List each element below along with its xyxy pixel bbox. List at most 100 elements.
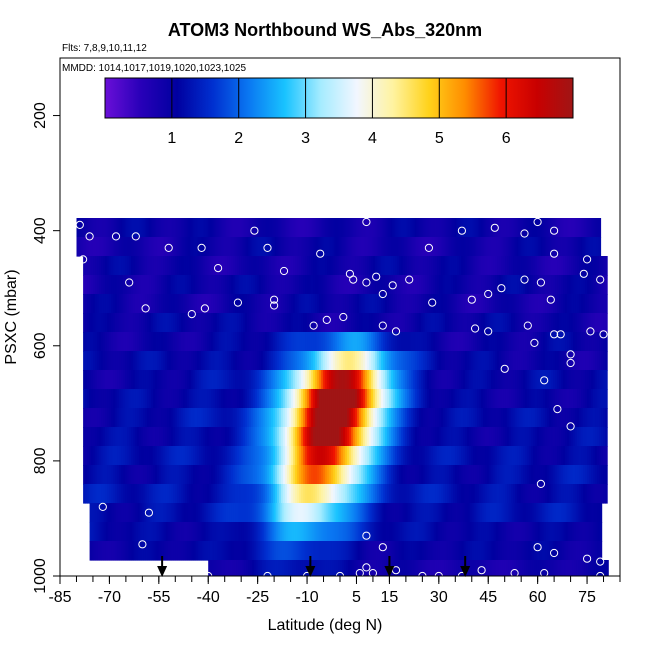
- heatmap-cell: [136, 218, 140, 238]
- heatmap-cell: [82, 237, 86, 257]
- heatmap-cell: [187, 541, 191, 561]
- heatmap-cell: [577, 427, 580, 447]
- heatmap-cell: [329, 541, 333, 561]
- heatmap-cell: [549, 427, 552, 447]
- heatmap-cell: [263, 408, 266, 428]
- heatmap-cell: [258, 237, 262, 257]
- heatmap-cell: [385, 332, 388, 352]
- heatmap-cell: [539, 484, 542, 504]
- heatmap-cell: [83, 294, 86, 314]
- heatmap-cell: [282, 237, 286, 257]
- heatmap-cell: [137, 389, 140, 409]
- heatmap-cell: [283, 541, 287, 561]
- heatmap-cell: [355, 275, 358, 295]
- heatmap-cell: [149, 408, 152, 428]
- heatmap-cell: [457, 408, 460, 428]
- heatmap-cell: [531, 408, 534, 428]
- heatmap-cell: [489, 503, 493, 523]
- heatmap-cell: [239, 408, 242, 428]
- heatmap-cell: [314, 237, 318, 257]
- heatmap-cell: [211, 256, 214, 276]
- heatmap-cell: [571, 427, 574, 447]
- heatmap-cell: [548, 218, 552, 238]
- heatmap-cell: [254, 560, 257, 576]
- heatmap-cell: [462, 237, 466, 257]
- heatmap-cell: [505, 427, 508, 447]
- heatmap-cell: [231, 389, 234, 409]
- heatmap-cell: [405, 256, 408, 276]
- heatmap-cell: [115, 313, 118, 333]
- heatmap-cell: [307, 408, 310, 428]
- heatmap-cell: [304, 237, 308, 257]
- heatmap-cell: [455, 541, 459, 561]
- heatmap-cell: [527, 313, 530, 333]
- heatmap-cell: [169, 427, 172, 447]
- heatmap-cell: [209, 522, 213, 542]
- heatmap-cell: [247, 351, 250, 371]
- heatmap-cell: [239, 465, 242, 485]
- heatmap-cell: [197, 408, 200, 428]
- heatmap-cell: [325, 294, 328, 314]
- heatmap-cell: [557, 351, 560, 371]
- heatmap-cell: [489, 275, 492, 295]
- heatmap-cell: [391, 427, 394, 447]
- heatmap-cell: [569, 351, 572, 371]
- heatmap-cell: [335, 522, 339, 542]
- heatmap-cell: [575, 313, 578, 333]
- heatmap-cell: [398, 560, 401, 576]
- heatmap-cell: [261, 522, 265, 542]
- heatmap-cell: [115, 408, 118, 428]
- heatmap-cell: [275, 370, 278, 390]
- heatmap-cell: [485, 313, 488, 333]
- heatmap-cell: [317, 332, 320, 352]
- heatmap-cell: [445, 522, 449, 542]
- heatmap-cell: [215, 408, 218, 428]
- heatmap-cell: [213, 332, 216, 352]
- heatmap-cell: [543, 389, 546, 409]
- heatmap-cell: [473, 541, 477, 561]
- heatmap-cell: [93, 275, 96, 295]
- heatmap-cell: [365, 332, 368, 352]
- heatmap-cell: [549, 332, 552, 352]
- heatmap-cell: [134, 237, 138, 257]
- heatmap-cell: [268, 560, 271, 576]
- heatmap-cell: [175, 465, 178, 485]
- heatmap-cell: [219, 256, 222, 276]
- heatmap-cell: [352, 237, 356, 257]
- heatmap-cell: [297, 408, 300, 428]
- heatmap-cell: [103, 389, 106, 409]
- heatmap-cell: [235, 484, 238, 504]
- heatmap-cell: [509, 503, 513, 523]
- heatmap-cell: [333, 370, 336, 390]
- heatmap-cell: [283, 427, 286, 447]
- heatmap-cell: [433, 503, 437, 523]
- heatmap-cell: [320, 560, 323, 576]
- heatmap-cell: [283, 446, 286, 466]
- heatmap-cell: [585, 370, 588, 390]
- heatmap-cell: [349, 503, 353, 523]
- heatmap-cell: [230, 560, 233, 576]
- heatmap-cell: [503, 275, 506, 295]
- heatmap-cell: [415, 522, 419, 542]
- heatmap-cell: [277, 351, 280, 371]
- heatmap-cell: [367, 446, 370, 466]
- heatmap-cell: [267, 389, 270, 409]
- heatmap-cell: [535, 256, 538, 276]
- heatmap-cell: [147, 484, 150, 504]
- heatmap-cell: [183, 446, 186, 466]
- heatmap-cell: [491, 332, 494, 352]
- heatmap-cell: [525, 294, 528, 314]
- heatmap-cell: [259, 408, 262, 428]
- heatmap-cell: [267, 484, 270, 504]
- heatmap-cell: [223, 275, 226, 295]
- heatmap-cell: [509, 446, 512, 466]
- heatmap-cell: [605, 313, 608, 333]
- heatmap-cell: [389, 484, 392, 504]
- heatmap-cell: [187, 256, 190, 276]
- heatmap-cell: [565, 275, 568, 295]
- heatmap-cell: [461, 465, 464, 485]
- heatmap-cell: [252, 560, 255, 576]
- heatmap-cell: [211, 541, 215, 561]
- heatmap-cell: [433, 313, 436, 333]
- heatmap-cell: [207, 313, 210, 333]
